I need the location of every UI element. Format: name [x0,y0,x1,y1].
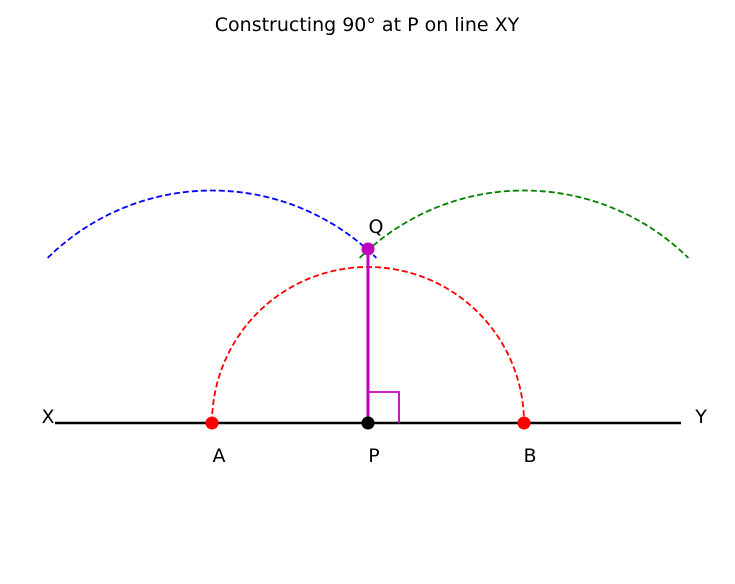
point-q [361,242,375,256]
point-a [205,416,219,430]
right-angle-marker [368,391,400,423]
label-q: Q [369,216,384,238]
point-p [361,416,375,430]
label-a: A [213,445,226,467]
arc-center-a [46,189,378,259]
diagram-title: Constructing 90° at P on line XY [215,14,520,36]
label-x: X [41,406,54,428]
point-b [517,416,531,430]
label-p: P [368,445,379,467]
label-b: B [523,445,536,467]
arc-center-b [358,189,690,259]
label-y: Y [694,406,707,428]
